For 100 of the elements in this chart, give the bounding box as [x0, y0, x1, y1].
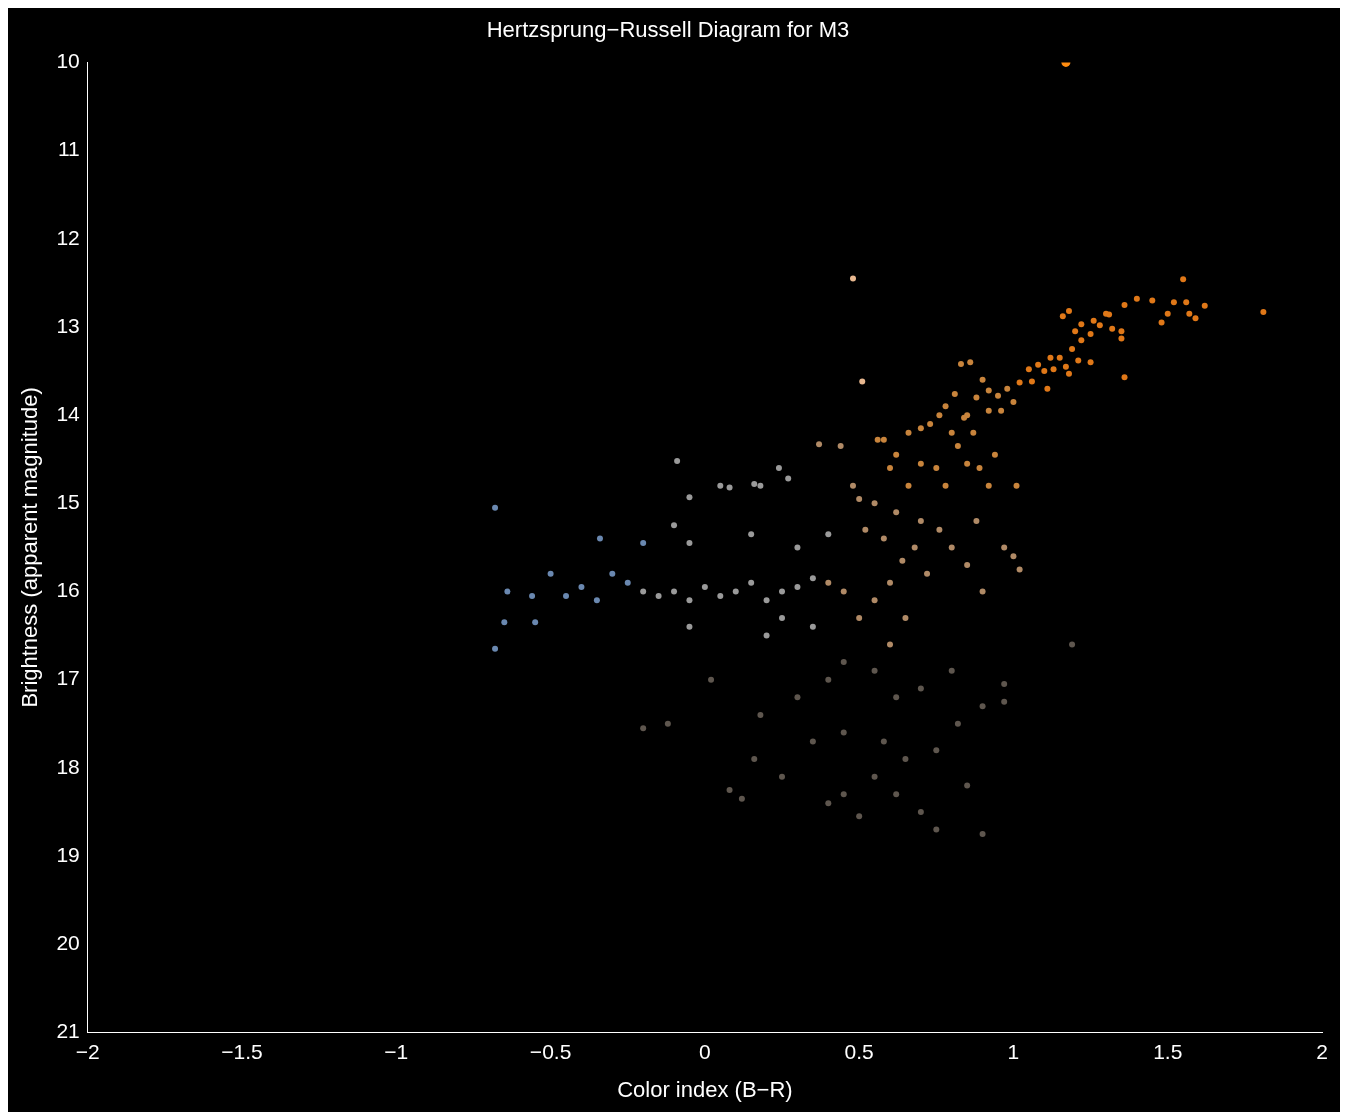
- point: [748, 531, 755, 538]
- point: [1186, 310, 1193, 317]
- point: [708, 676, 715, 683]
- point: [954, 442, 961, 449]
- point: [757, 482, 764, 489]
- point: [775, 465, 782, 472]
- point: [887, 465, 894, 472]
- y-tick-label: 20: [56, 931, 80, 955]
- point: [942, 482, 949, 489]
- point: [985, 387, 992, 394]
- point: [825, 800, 832, 807]
- point: [964, 562, 971, 569]
- point: [1078, 321, 1085, 328]
- point: [674, 457, 681, 464]
- point: [757, 711, 764, 718]
- point: [1158, 319, 1165, 326]
- point: [1010, 553, 1017, 560]
- point: [927, 420, 934, 427]
- point: [671, 588, 678, 595]
- point: [871, 667, 878, 674]
- point: [701, 584, 708, 591]
- point: [899, 557, 906, 564]
- point: [979, 376, 986, 383]
- point: [951, 390, 958, 397]
- point: [887, 641, 894, 648]
- point: [948, 667, 955, 674]
- point: [738, 795, 745, 802]
- point: [816, 441, 823, 448]
- point: [578, 584, 585, 591]
- point: [809, 738, 816, 745]
- point: [1025, 366, 1032, 373]
- point: [893, 791, 900, 798]
- point: [957, 360, 964, 367]
- point: [995, 392, 1002, 399]
- point: [917, 685, 924, 692]
- point: [547, 570, 554, 577]
- y-tick-label: 18: [56, 754, 80, 778]
- point: [1201, 302, 1208, 309]
- point: [671, 522, 678, 529]
- point: [893, 694, 900, 701]
- point: [1001, 698, 1008, 705]
- y-tick-label: 12: [56, 225, 80, 249]
- point: [948, 429, 955, 436]
- point: [1183, 299, 1190, 306]
- point: [991, 451, 998, 458]
- y-tick-label: 13: [56, 313, 80, 337]
- y-tick-label: 15: [56, 490, 80, 514]
- x-tick-label: 0: [699, 1039, 711, 1063]
- point: [1072, 328, 1079, 335]
- point: [954, 720, 961, 727]
- point: [1087, 331, 1094, 337]
- point: [970, 429, 977, 436]
- point: [933, 826, 940, 833]
- point: [911, 544, 918, 551]
- x-tick-label: −0.5: [529, 1039, 572, 1063]
- point: [794, 584, 801, 591]
- point: [779, 614, 786, 621]
- point: [840, 659, 847, 666]
- point: [492, 645, 499, 652]
- point: [1016, 379, 1023, 386]
- point: [967, 359, 974, 366]
- point: [1062, 363, 1069, 370]
- point: [849, 482, 856, 489]
- point: [893, 451, 900, 458]
- point: [979, 830, 986, 837]
- point: [948, 544, 955, 551]
- y-tick-label: 19: [56, 842, 80, 866]
- point: [1050, 366, 1057, 373]
- point: [862, 526, 869, 533]
- point: [664, 720, 671, 727]
- point: [492, 504, 499, 511]
- point: [529, 592, 536, 599]
- point: [1013, 482, 1020, 489]
- point: [880, 436, 887, 443]
- point: [1047, 354, 1054, 361]
- chart-title: Hertzsprung−Russell Diagram for M3: [486, 17, 850, 43]
- y-axis-title: Brightness (apparent magnitude): [17, 387, 43, 708]
- point: [985, 407, 992, 414]
- point: [933, 747, 940, 754]
- point: [1001, 544, 1008, 551]
- point: [1069, 641, 1076, 648]
- point: [1016, 566, 1023, 573]
- point: [964, 782, 971, 789]
- point: [640, 539, 647, 546]
- point: [655, 592, 662, 599]
- point: [779, 773, 786, 780]
- point: [1164, 310, 1171, 317]
- point: [964, 460, 971, 467]
- point: [593, 597, 600, 604]
- point: [1087, 359, 1094, 366]
- point: [1260, 308, 1267, 315]
- point: [794, 544, 801, 551]
- point: [973, 517, 980, 524]
- point: [609, 570, 616, 577]
- point: [893, 509, 900, 516]
- point: [1121, 301, 1128, 308]
- x-tick-label: 1: [1007, 1039, 1020, 1063]
- point: [717, 592, 724, 599]
- point: [1075, 357, 1082, 364]
- point: [936, 412, 943, 419]
